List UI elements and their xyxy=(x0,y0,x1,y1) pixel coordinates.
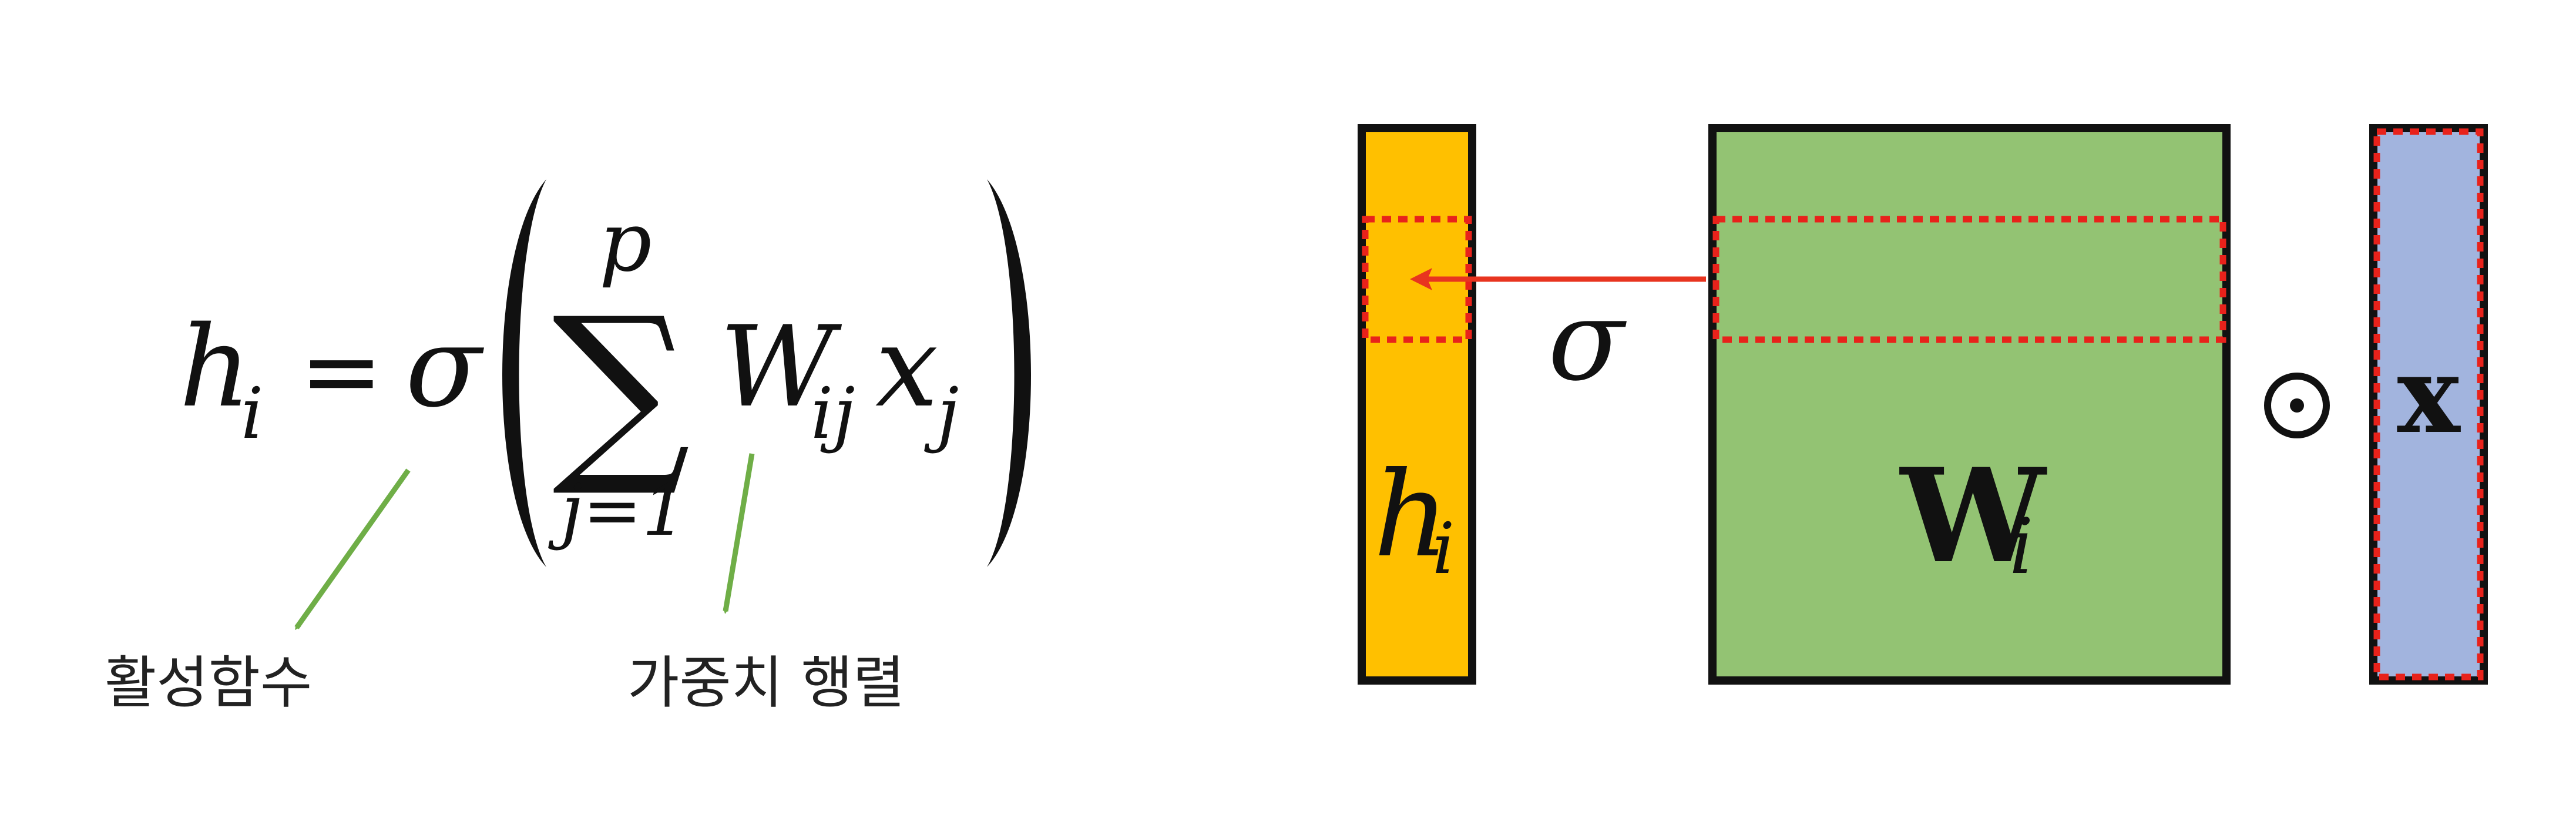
elementwise-operator xyxy=(2264,373,2330,438)
formula-weight-subscript: ij xyxy=(811,373,855,455)
weight-highlight-row xyxy=(1712,216,2226,343)
formula-activation-symbol: σ xyxy=(405,302,484,432)
activation-annotation-arrow xyxy=(294,468,411,631)
output-label: h xyxy=(1373,447,1449,584)
formula-weight-symbol: W xyxy=(720,302,842,432)
diagram-activation-symbol: σ xyxy=(1548,276,1627,405)
formula-sum-upper: p xyxy=(599,195,652,290)
weight-matrix-label: W xyxy=(1899,440,2047,592)
weight-matrix xyxy=(1708,124,2231,685)
activation-arrow-head xyxy=(1410,268,1432,290)
input-label: x xyxy=(2397,333,2461,457)
formula-lhs-subscript: i xyxy=(241,373,263,455)
output-vector xyxy=(1358,124,1476,685)
formula-equals: = xyxy=(300,313,383,430)
input-vector xyxy=(2369,124,2488,685)
weight-annotation-label: 가중치 행렬 xyxy=(627,650,905,716)
formula-right-paren xyxy=(987,179,1031,567)
output-subscript: i xyxy=(1432,508,1455,590)
formula-sum-symbol: ∑ xyxy=(552,276,691,501)
formula: h i = σ p ∑ j=1 W ij x j xyxy=(179,179,1031,567)
input-highlight-border xyxy=(2373,128,2484,680)
weight-annotation-arrow xyxy=(723,453,755,614)
activation-annotation-label: 활성함수 xyxy=(105,650,312,716)
weight-matrix-subscript: i xyxy=(2009,502,2034,591)
formula-left-paren xyxy=(502,179,546,567)
formula-input-symbol: x xyxy=(875,302,938,432)
output-highlight-cell xyxy=(1362,216,1472,343)
formula-lhs-symbol: h xyxy=(179,302,251,432)
formula-sum-lower: j=1 xyxy=(548,470,687,552)
